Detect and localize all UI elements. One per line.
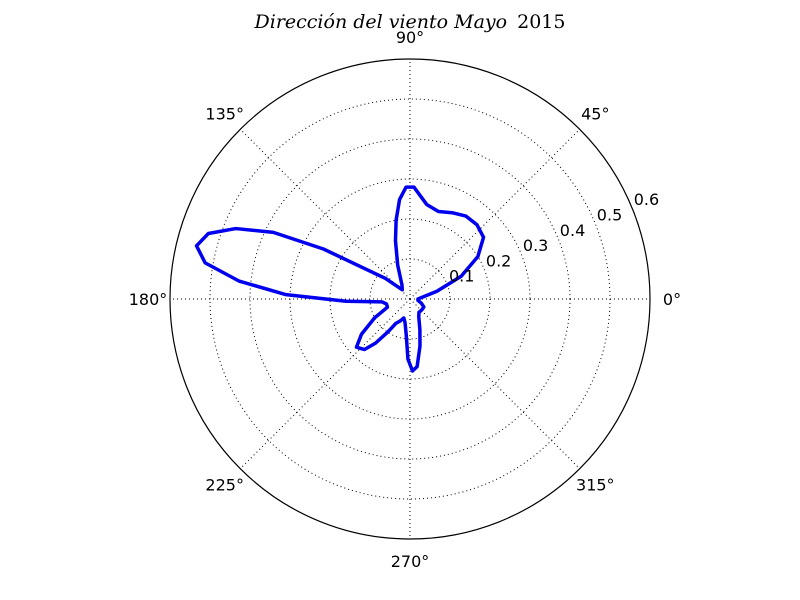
spoke-225 [239, 298, 411, 470]
series-layer [194, 185, 486, 373]
angle-tick-label-90: 90° [396, 28, 424, 47]
spoke-135 [239, 128, 411, 300]
ring-0.4 [249, 138, 571, 460]
ring-0.2 [329, 218, 491, 380]
ring-0.5 [209, 98, 611, 500]
ring-0.3 [289, 178, 531, 420]
radial-tick-label-0.6: 0.6 [634, 190, 659, 209]
radial-tick-label-0.5: 0.5 [597, 206, 622, 225]
polar-grid [169, 58, 651, 540]
angle-tick-label-45: 45° [581, 105, 609, 124]
tick-labels: 0° 45° 90° 135° 180° 225° 270° 315° 0.1 0.2 0.3 0.4… [129, 28, 681, 571]
angle-tick-label-315: 315° [576, 475, 615, 494]
series-line-0 [194, 185, 486, 373]
radial-tick-label-0.2: 0.2 [486, 251, 511, 270]
angle-tick-label-270: 270° [391, 552, 430, 571]
chart-title: Dirección del viento Mayo 2015 [254, 11, 566, 33]
chart-title-text: Dirección del viento Mayo [254, 11, 508, 33]
outer-ring [169, 58, 651, 540]
angle-tick-label-0: 0° [663, 290, 681, 309]
radial-tick-label-0.1: 0.1 [449, 267, 474, 286]
angle-tick-label-225: 225° [205, 475, 244, 494]
chart-title-year: 2015 [517, 11, 565, 33]
angle-tick-label-180: 180° [129, 290, 168, 309]
spoke-45 [409, 128, 581, 300]
radial-tick-label-0.4: 0.4 [560, 221, 585, 240]
angle-tick-label-135: 135° [205, 105, 244, 124]
spoke-315 [409, 298, 581, 470]
ring-0.1 [369, 258, 451, 340]
radial-tick-label-0.3: 0.3 [523, 236, 548, 255]
